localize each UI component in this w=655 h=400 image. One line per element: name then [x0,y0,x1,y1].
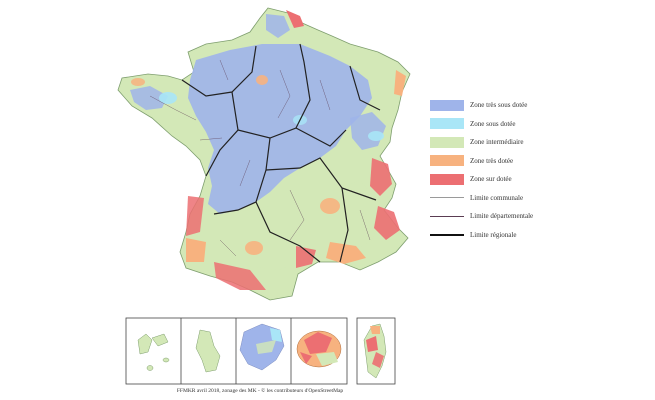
insets-frame [125,317,348,385]
zone-tres-dotee-bretagne [131,78,145,86]
legend-item-limite-regionale: Limite régionale [430,226,630,245]
corse-shape [363,323,387,379]
departmental-line-swatch [430,211,464,222]
legend-label: Limite régionale [470,230,517,239]
legend-item-sur-dotee: Zone sur dotée [430,170,630,189]
legend-label: Zone sous dotée [470,119,516,128]
zone-tres-dotee-alsace [394,70,406,96]
regional-line-swatch [430,229,464,240]
zone-tres-sous-dotee-ouest [130,86,168,110]
legend-swatch [430,136,464,148]
legend-swatch [430,99,464,111]
zone-tres-sous-dotee-centre [188,44,372,214]
regional-boundaries [181,43,381,263]
legend-item-limite-departementale: Limite départementale [430,207,630,226]
zone-sous-dotee-1 [159,92,177,104]
corse-frame [356,317,396,385]
zone-sur-dotee-pyrenees [214,262,266,290]
zone-tres-dotee-provence [326,242,366,264]
legend-label: Limite communale [470,193,524,202]
zone-sous-dotee-2 [368,131,384,141]
map-caption: FFMKR avril 2018, zonage des MK - © les … [176,388,344,394]
legend-item-intermediaire: Zone intermédiaire [430,133,630,152]
legend-item-limite-communale: Limite communale [430,189,630,208]
legend-label: Zone intermédiaire [470,138,524,147]
martinique-shape [195,329,221,373]
legend-label: Zone très dotée [470,156,514,165]
communal-line-swatch [430,192,464,203]
zone-tres-dotee-paris [256,75,268,85]
legend-swatch [430,155,464,167]
legend-label: Limite départementale [470,212,534,221]
guadeloupe-shape [137,333,170,371]
zone-sur-dotee-cote-azur [374,206,400,240]
legend-item-tres-sous-dotee: Zone très sous dotée [430,96,630,115]
guyane-shape [239,323,285,371]
legend-item-sous-dotee: Zone sous dotée [430,115,630,134]
zone-sur-dotee-atlantique [186,196,204,236]
map-legend: Zone très sous dotée Zone sous dotée Zon… [430,96,630,244]
legend-item-tres-dotee: Zone très dotée [430,152,630,171]
legend-swatch [430,118,464,130]
reunion-shape [296,330,342,368]
legend-label: Zone sur dotée [470,175,512,184]
zone-sur-dotee-alpes [370,158,392,196]
legend-label: Zone très sous dotée [470,101,528,110]
legend-swatch [430,173,464,185]
zone-tres-dotee-toulouse [245,241,263,255]
departmental-boundaries [149,59,371,257]
zone-tres-sous-dotee-nord [266,14,290,38]
zone-tres-dotee-rhone [320,198,340,214]
zone-sur-dotee-nord [286,10,304,28]
zone-sur-dotee-languedoc [296,246,316,268]
zone-tres-dotee-aquitaine [186,238,206,262]
